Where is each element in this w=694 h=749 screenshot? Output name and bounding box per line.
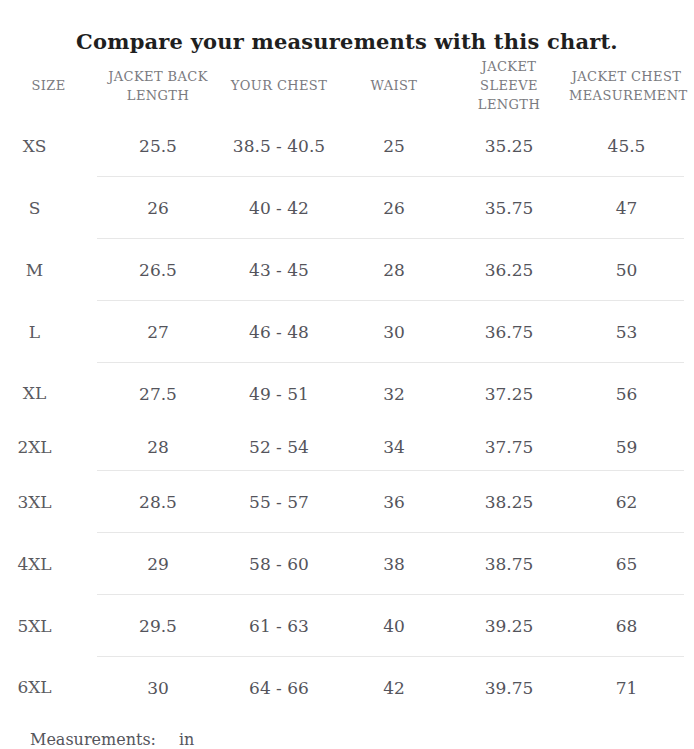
value-cell: 28 (339, 239, 449, 301)
table-row: 2XL2852 - 543437.7559 (0, 424, 684, 471)
table-row: XS25.538.5 - 40.52535.2545.5 (0, 115, 684, 177)
value-cell: 68 (569, 595, 684, 657)
value-cell: 35.25 (449, 115, 569, 177)
table-row: 6XL3064 - 664239.7571 (0, 657, 684, 719)
size-chart-body: XS25.538.5 - 40.52535.2545.5S2640 - 4226… (0, 115, 684, 718)
value-cell: 35.75 (449, 177, 569, 239)
page-title: Compare your measurements with this char… (0, 0, 694, 58)
value-cell: 53 (569, 301, 684, 363)
value-cell: 32 (339, 363, 449, 425)
size-chart-header: SIZEJACKET BACK LENGTHYOUR CHESTWAISTJAC… (0, 58, 684, 115)
column-header-jacket-back-length: JACKET BACK LENGTH (97, 58, 219, 115)
value-cell: 52 - 54 (219, 424, 339, 471)
size-cell: M (0, 239, 97, 301)
table-row: S2640 - 422635.7547 (0, 177, 684, 239)
value-cell: 59 (569, 424, 684, 471)
value-cell: 38.75 (449, 533, 569, 595)
value-cell: 26 (339, 177, 449, 239)
value-cell: 43 - 45 (219, 239, 339, 301)
value-cell: 36.75 (449, 301, 569, 363)
value-cell: 25 (339, 115, 449, 177)
measurements-label: Measurements: (30, 730, 156, 749)
value-cell: 26 (97, 177, 219, 239)
size-cell: XS (0, 115, 97, 177)
value-cell: 38.5 - 40.5 (219, 115, 339, 177)
value-cell: 39.75 (449, 657, 569, 719)
measurement-unit: in (179, 730, 194, 749)
table-row: 4XL2958 - 603838.7565 (0, 533, 684, 595)
size-cell: 2XL (0, 424, 97, 471)
value-cell: 58 - 60 (219, 533, 339, 595)
value-cell: 37.25 (449, 363, 569, 425)
table-row: 3XL28.555 - 573638.2562 (0, 471, 684, 533)
size-cell: 3XL (0, 471, 97, 533)
value-cell: 65 (569, 533, 684, 595)
value-cell: 38.25 (449, 471, 569, 533)
size-cell: 4XL (0, 533, 97, 595)
value-cell: 62 (569, 471, 684, 533)
value-cell: 71 (569, 657, 684, 719)
column-header-jacket-sleeve-length: JACKET SLEEVE LENGTH (449, 58, 569, 115)
value-cell: 39.25 (449, 595, 569, 657)
value-cell: 61 - 63 (219, 595, 339, 657)
column-header-your-chest: YOUR CHEST (219, 58, 339, 115)
value-cell: 36.25 (449, 239, 569, 301)
value-cell: 34 (339, 424, 449, 471)
table-row: XL27.549 - 513237.2556 (0, 363, 684, 425)
size-cell: 5XL (0, 595, 97, 657)
size-chart-table: SIZEJACKET BACK LENGTHYOUR CHESTWAISTJAC… (0, 58, 684, 718)
value-cell: 29.5 (97, 595, 219, 657)
column-header-size: SIZE (0, 58, 97, 115)
table-row: M26.543 - 452836.2550 (0, 239, 684, 301)
value-cell: 50 (569, 239, 684, 301)
value-cell: 45.5 (569, 115, 684, 177)
value-cell: 38 (339, 533, 449, 595)
value-cell: 40 - 42 (219, 177, 339, 239)
value-cell: 29 (97, 533, 219, 595)
value-cell: 25.5 (97, 115, 219, 177)
value-cell: 27.5 (97, 363, 219, 425)
size-chart-page: Compare your measurements with this char… (0, 0, 694, 749)
value-cell: 26.5 (97, 239, 219, 301)
value-cell: 40 (339, 595, 449, 657)
value-cell: 30 (339, 301, 449, 363)
value-cell: 27 (97, 301, 219, 363)
value-cell: 36 (339, 471, 449, 533)
table-row: 5XL29.561 - 634039.2568 (0, 595, 684, 657)
value-cell: 46 - 48 (219, 301, 339, 363)
size-cell: L (0, 301, 97, 363)
value-cell: 30 (97, 657, 219, 719)
value-cell: 28 (97, 424, 219, 471)
measurements-footer: Measurements: in (0, 718, 694, 749)
header-row: SIZEJACKET BACK LENGTHYOUR CHESTWAISTJAC… (0, 58, 684, 115)
column-header-jacket-chest-measurement: JACKET CHEST MEASUREMENT (569, 58, 684, 115)
size-cell: S (0, 177, 97, 239)
value-cell: 56 (569, 363, 684, 425)
value-cell: 64 - 66 (219, 657, 339, 719)
value-cell: 47 (569, 177, 684, 239)
value-cell: 28.5 (97, 471, 219, 533)
value-cell: 37.75 (449, 424, 569, 471)
table-row: L2746 - 483036.7553 (0, 301, 684, 363)
size-cell: XL (0, 363, 97, 425)
value-cell: 42 (339, 657, 449, 719)
value-cell: 49 - 51 (219, 363, 339, 425)
size-cell: 6XL (0, 657, 97, 719)
column-header-waist: WAIST (339, 58, 449, 115)
value-cell: 55 - 57 (219, 471, 339, 533)
